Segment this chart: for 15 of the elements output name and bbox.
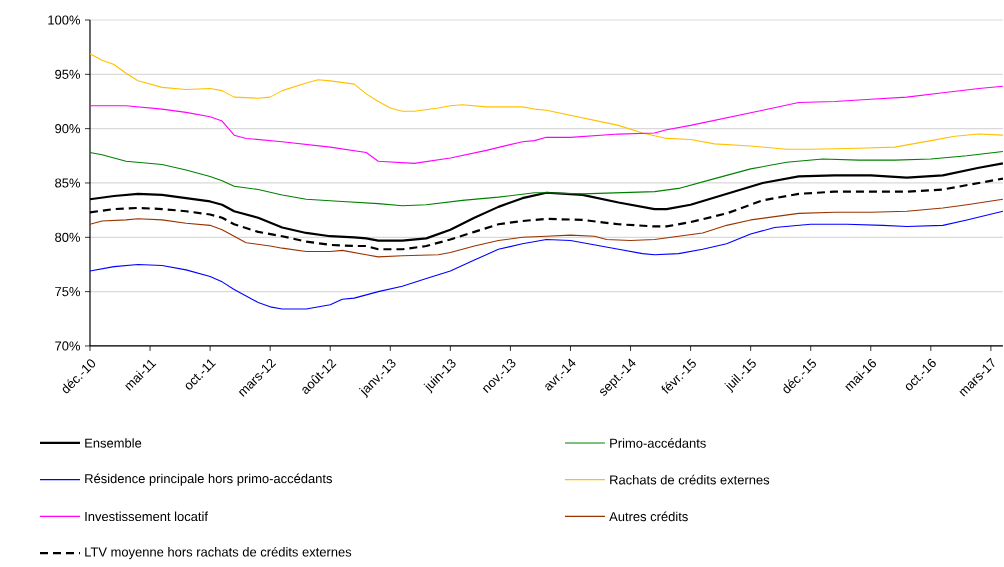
- legend-label: Primo-accédants: [610, 438, 706, 448]
- legend-label: Investissement locatif: [85, 511, 208, 522]
- y-tick-label: 90%: [55, 124, 81, 134]
- legend-label: Ensemble: [85, 438, 142, 448]
- y-tick-label: 85%: [55, 178, 81, 188]
- legend-label: Résidence principale hors primo-accédants: [85, 473, 333, 486]
- y-tick-label: 95%: [55, 69, 81, 79]
- legend-label: LTV moyenne hors rachats de crédits externes: [85, 546, 352, 560]
- legend-label: Autres crédits: [609, 511, 688, 522]
- line-series: [89, 198, 1004, 258]
- legend-label: Rachats de crédits externes: [610, 474, 770, 485]
- y-tick-label: 100%: [48, 15, 81, 25]
- y-tick-label: 75%: [55, 287, 81, 297]
- y-tick-label: 80%: [55, 232, 81, 242]
- y-tick-label: 70%: [55, 341, 81, 351]
